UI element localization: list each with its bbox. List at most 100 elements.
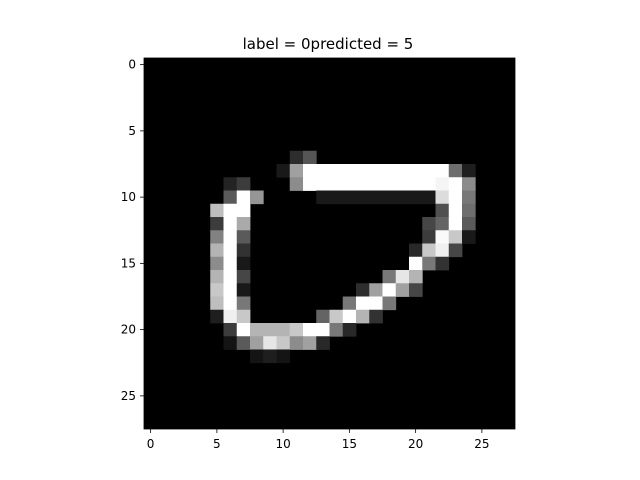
image-pixel <box>329 323 344 337</box>
image-pixel <box>435 164 450 178</box>
image-pixel <box>263 323 277 337</box>
image-pixel <box>289 336 304 350</box>
image-pixel <box>316 177 330 191</box>
image-pixel <box>223 256 238 271</box>
image-pixel <box>236 336 251 350</box>
image-pixel <box>316 323 330 337</box>
image-pixel <box>210 230 224 244</box>
image-pixel <box>395 164 410 178</box>
image-pixel <box>316 190 330 205</box>
image-pixel <box>210 243 224 258</box>
image-pixel <box>223 336 238 350</box>
image-pixel <box>422 164 436 178</box>
y-tick-label: 0 <box>128 58 136 72</box>
image-pixel <box>409 243 423 258</box>
image-pixel <box>223 217 238 231</box>
image-pixel <box>236 217 251 231</box>
image-pixel <box>395 283 410 297</box>
image-pixel <box>448 177 463 191</box>
image-pixel <box>342 164 357 178</box>
axes-frame <box>143 57 516 430</box>
image-pixel <box>382 177 397 191</box>
image-pixel <box>289 323 304 337</box>
image-pixel <box>382 190 397 205</box>
image-pixel <box>316 309 330 324</box>
image-pixel <box>435 217 450 231</box>
image-pixel <box>395 177 410 191</box>
image-pixel <box>329 164 344 178</box>
y-tick-label: 20 <box>121 323 136 337</box>
image-pixel <box>303 150 317 165</box>
image-pixel <box>369 164 383 178</box>
image-pixel <box>250 190 264 205</box>
image-pixel <box>435 203 450 218</box>
x-tick-label: 0 <box>147 437 155 451</box>
y-axis: 0 5 10 15 20 25 <box>121 58 144 403</box>
chart-title: label = 0predicted = 5 <box>243 35 414 53</box>
image-pixel <box>409 190 423 205</box>
image-pixel <box>276 336 291 350</box>
y-tick-label: 15 <box>121 256 136 270</box>
image-pixel <box>462 190 476 205</box>
image-pixel <box>462 164 476 178</box>
image-pixel <box>356 309 370 324</box>
image-pixel <box>369 296 383 311</box>
image-pixel <box>303 164 317 178</box>
image-pixel <box>356 164 370 178</box>
image-pixel <box>435 177 450 191</box>
image-pixel <box>236 296 251 311</box>
image-pixel <box>236 323 251 337</box>
image-pixel <box>409 283 423 297</box>
image-pixel <box>422 177 436 191</box>
image-pixel <box>223 230 238 244</box>
x-axis: 0 5 10 15 20 25 <box>147 429 490 451</box>
image-pixel <box>210 309 224 324</box>
image-pixel <box>462 203 476 218</box>
image-pixel <box>236 283 251 297</box>
image-pixel <box>369 177 383 191</box>
image-pixel <box>395 270 410 284</box>
image-pixel <box>289 177 304 191</box>
image-pixel <box>422 256 436 271</box>
x-tick-label: 20 <box>408 437 423 451</box>
image-pixel <box>236 203 251 218</box>
image-pixel <box>448 190 463 205</box>
image-pixel <box>303 177 317 191</box>
image-pixel <box>276 323 291 337</box>
image-pixel <box>236 243 251 258</box>
image-pixel <box>422 230 436 244</box>
image-pixel <box>223 309 238 324</box>
image-pixel <box>276 349 291 364</box>
image-pixel <box>250 336 264 350</box>
image-pixel <box>382 270 397 284</box>
image-pixel <box>210 270 224 284</box>
x-tick-label: 15 <box>342 437 357 451</box>
image-pixel <box>303 336 317 350</box>
y-tick-label: 5 <box>128 124 136 138</box>
x-tick-label: 5 <box>213 437 221 451</box>
image-pixel <box>303 323 317 337</box>
image-pixel <box>250 349 264 364</box>
image-pixel <box>223 323 238 337</box>
image-pixel <box>369 283 383 297</box>
image-pixel <box>462 217 476 231</box>
image-pixel <box>342 190 357 205</box>
image-pixel <box>382 283 397 297</box>
image-pixel <box>263 336 277 350</box>
image-pixel <box>236 256 251 271</box>
image-pixel <box>435 243 450 258</box>
image-pixel <box>210 203 224 218</box>
image-pixel <box>356 190 370 205</box>
image-pixel <box>369 309 383 324</box>
image-pixel <box>435 190 450 205</box>
image-pixel <box>236 177 251 191</box>
image-pixel <box>435 230 450 244</box>
image-pixel <box>342 177 357 191</box>
image-pixel <box>276 164 291 178</box>
image-pixel <box>223 243 238 258</box>
x-tick-label: 10 <box>275 437 290 451</box>
image-pixel <box>382 164 397 178</box>
image-pixel <box>409 177 423 191</box>
image-pixel <box>409 164 423 178</box>
image-pixel <box>223 296 238 311</box>
